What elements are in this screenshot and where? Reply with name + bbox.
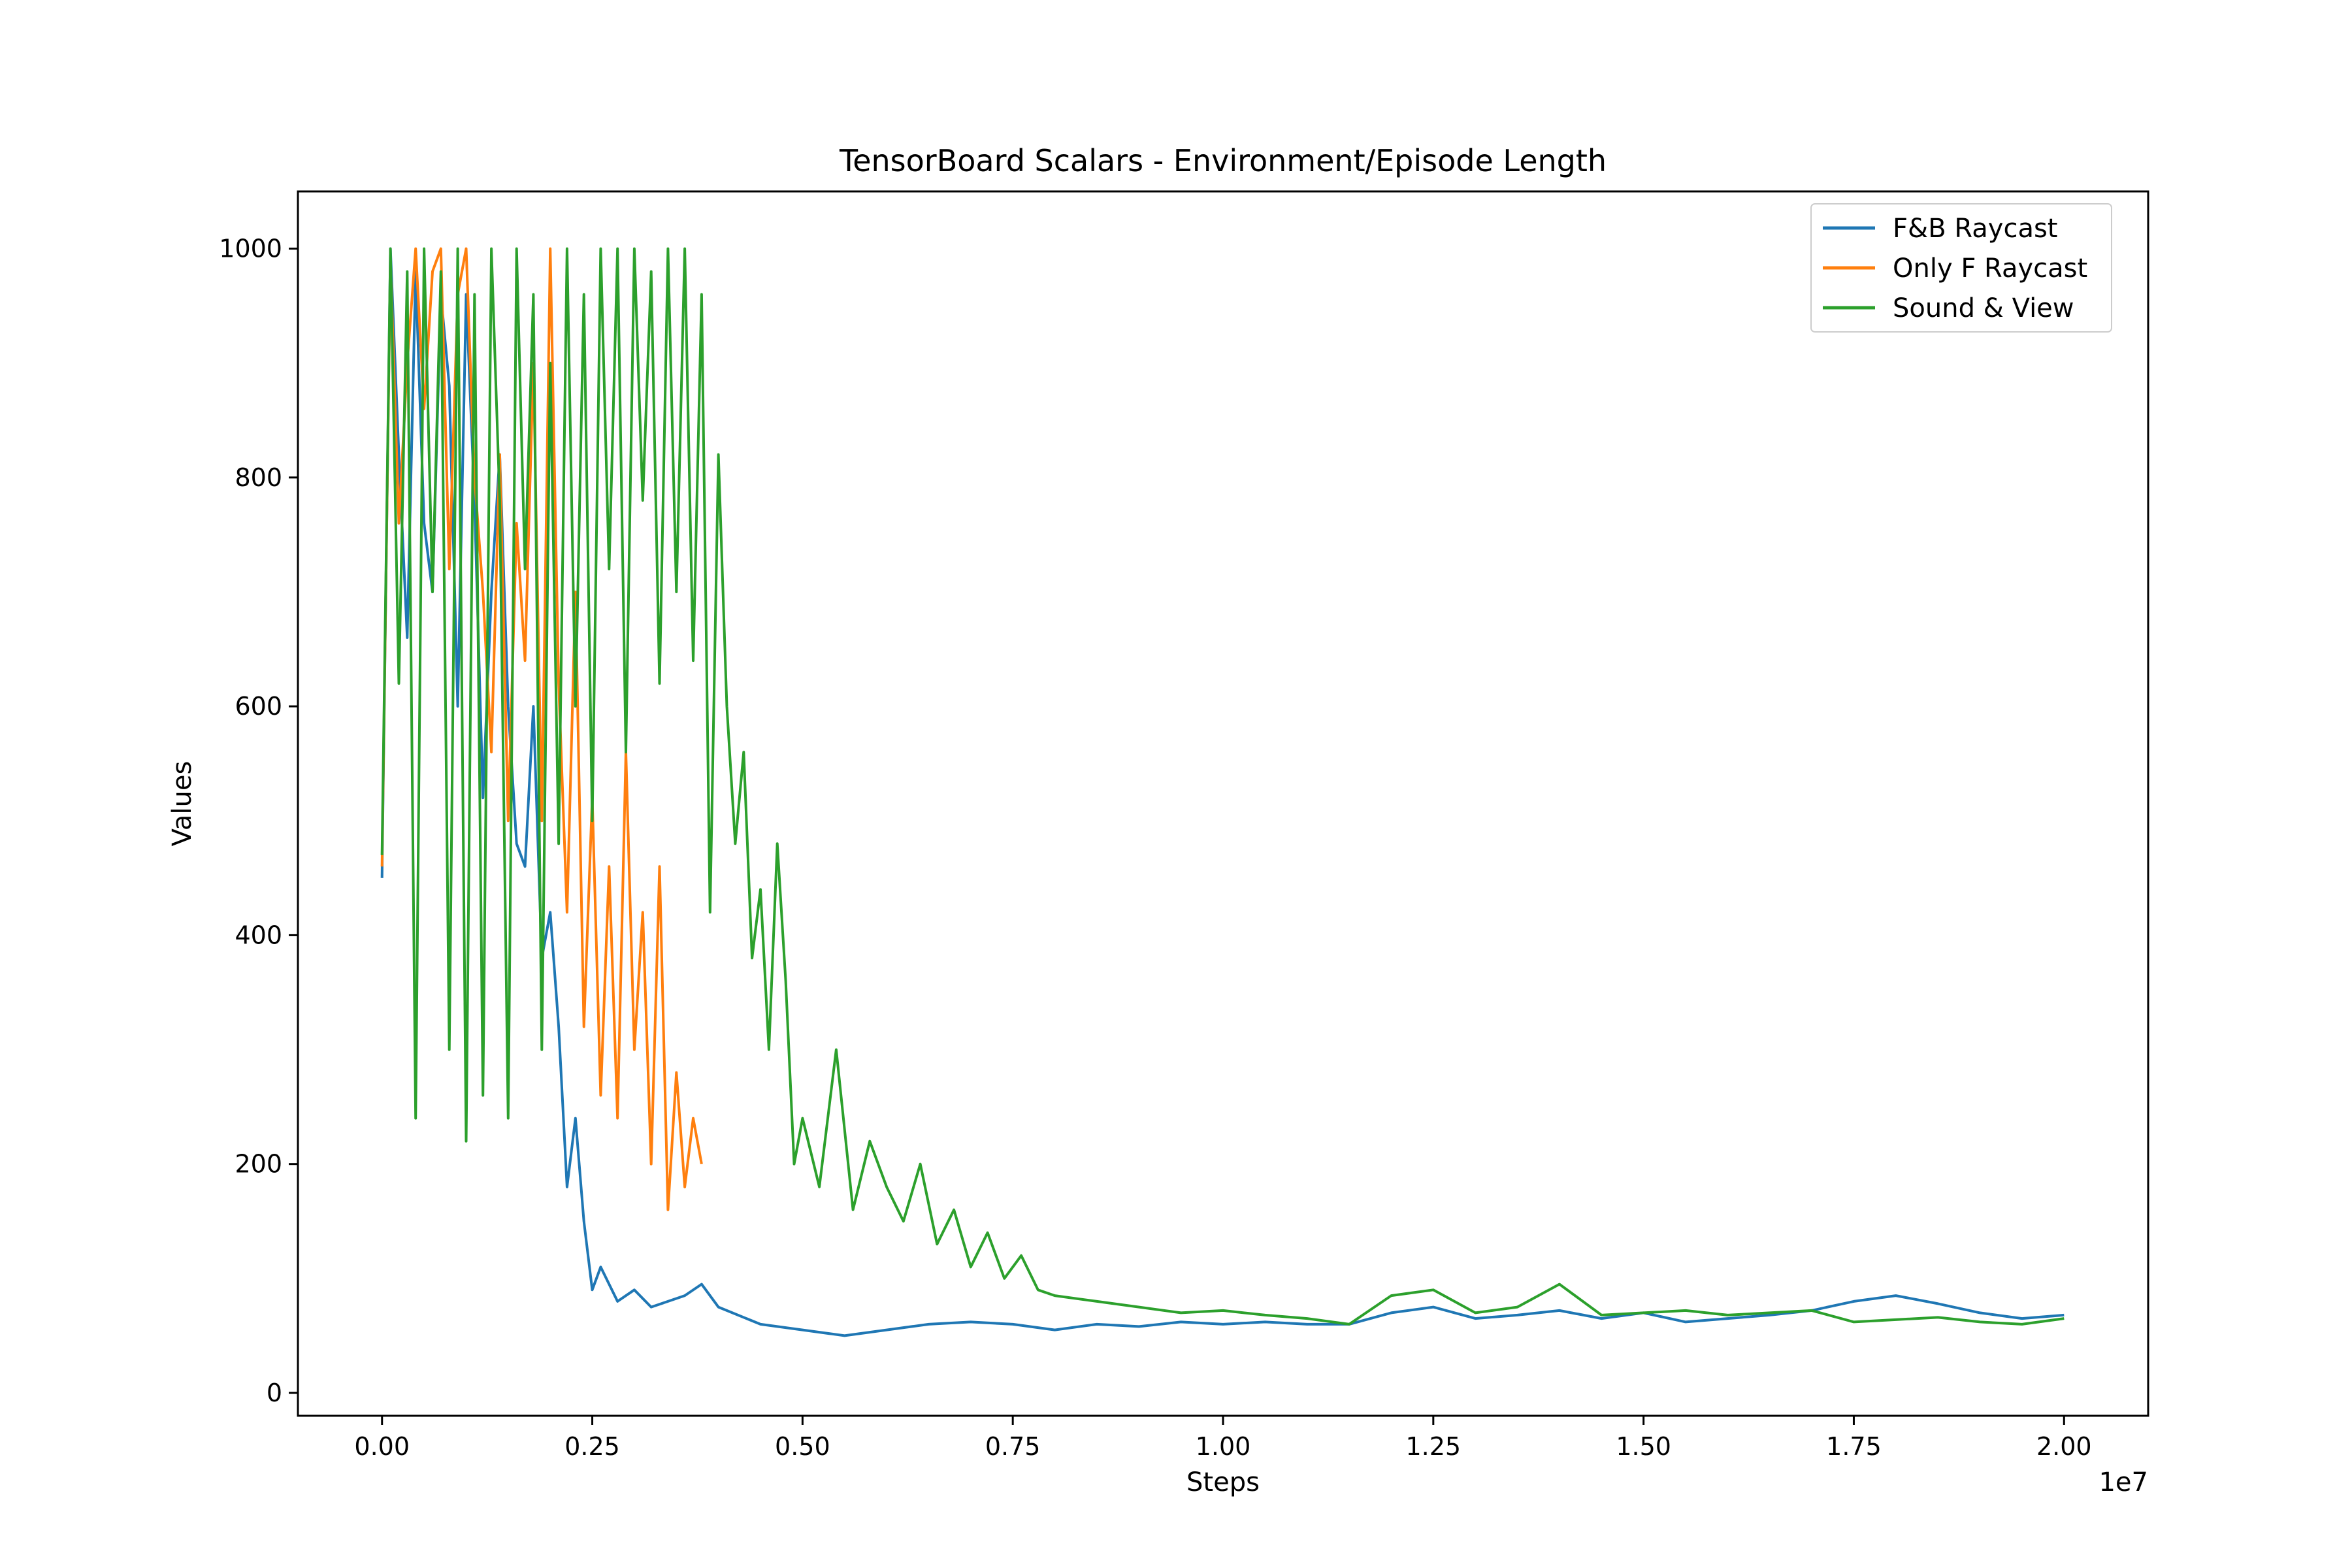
chart-title: TensorBoard Scalars - Environment/Episod… (839, 143, 1607, 178)
x-tick-label: 1.25 (1406, 1432, 1462, 1461)
y-tick-label: 800 (235, 463, 282, 492)
x-tick-label: 2.00 (2036, 1432, 2092, 1461)
x-tick-label: 0.00 (354, 1432, 410, 1461)
x-tick-label: 1.75 (1826, 1432, 1882, 1461)
x-tick-label: 0.75 (985, 1432, 1041, 1461)
y-axis: 0 200 400 600 800 1000 (219, 235, 298, 1407)
x-tick-label: 0.50 (775, 1432, 830, 1461)
x-axis-label: Steps (1186, 1467, 1260, 1497)
legend: F&B Raycast Only F Raycast Sound & View (1810, 203, 2112, 333)
legend-box (1810, 203, 2112, 333)
series-line-2 (380, 247, 703, 1211)
legend-label-3: Sound & View (1893, 293, 2074, 323)
y-tick-label: 400 (235, 921, 282, 949)
x-tick-label: 1.00 (1196, 1432, 1251, 1461)
y-tick-label: 200 (235, 1150, 282, 1179)
series-line-3 (380, 247, 2065, 1326)
plot-area (380, 247, 2065, 1337)
x-tick-label: 1.50 (1616, 1432, 1671, 1461)
y-tick-label: 600 (235, 692, 282, 721)
legend-label-2: Only F Raycast (1893, 253, 2087, 284)
x-tick-label: 0.25 (564, 1432, 620, 1461)
y-tick-label: 0 (267, 1379, 282, 1407)
y-axis-label: Values (167, 761, 197, 847)
legend-label-1: F&B Raycast (1893, 214, 2057, 244)
x-axis: 0.00 0.25 0.50 0.75 1.00 1.25 1.50 1.75 2.00 (354, 1416, 2092, 1461)
y-tick-label: 1000 (219, 235, 282, 263)
x-offset-label: 1e7 (2099, 1467, 2148, 1497)
